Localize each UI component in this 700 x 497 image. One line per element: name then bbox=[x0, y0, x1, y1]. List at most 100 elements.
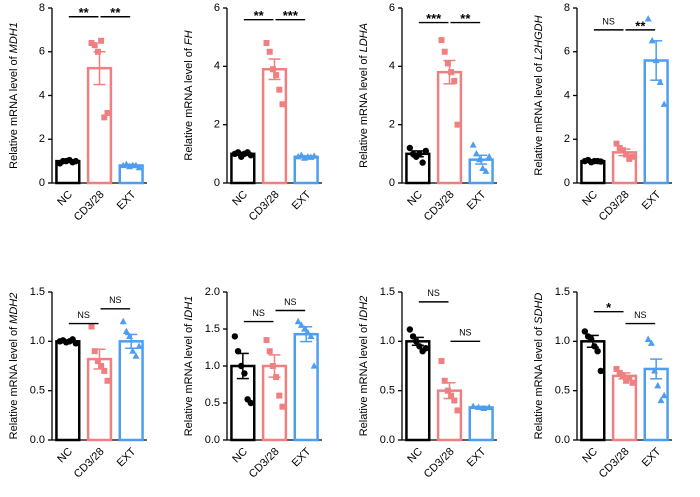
y-tick-label: 0 bbox=[214, 177, 220, 189]
bar bbox=[293, 332, 319, 442]
data-point bbox=[416, 343, 423, 350]
significance-label: NS bbox=[634, 310, 647, 320]
data-point bbox=[301, 325, 309, 332]
data-point bbox=[591, 343, 598, 350]
x-tick-label: CD3/28 bbox=[247, 189, 282, 224]
x-tick-label: CD3/28 bbox=[247, 446, 282, 481]
data-point bbox=[122, 327, 130, 335]
data-point bbox=[132, 352, 140, 359]
significance-label: ** bbox=[460, 11, 471, 26]
y-tick-label: 1.0 bbox=[30, 335, 45, 347]
y-axis-label-text: Relative mRNA level of bbox=[8, 55, 20, 168]
bar bbox=[86, 66, 113, 185]
data-point bbox=[472, 150, 480, 157]
y-axis-gene: MDH1 bbox=[8, 22, 20, 53]
data-point bbox=[98, 37, 105, 44]
data-point bbox=[419, 159, 426, 166]
data-point bbox=[656, 78, 664, 85]
y-tick-label: 1.5 bbox=[30, 286, 45, 298]
y-axis-label: Relative mRNA level of L2HGDH bbox=[533, 15, 545, 175]
data-point bbox=[654, 381, 662, 389]
y-tick-label: 1.5 bbox=[205, 323, 220, 335]
y-tick-label: 1.0 bbox=[555, 335, 570, 347]
data-point bbox=[406, 326, 414, 333]
panel: Relative mRNA level of IDH2 0.0 0.5 1.0 1.5 NC… bbox=[358, 286, 497, 481]
y-tick-label: 2 bbox=[564, 133, 570, 145]
data-point bbox=[132, 161, 140, 169]
y-tick-label: 6 bbox=[39, 46, 45, 58]
data-point bbox=[441, 377, 448, 384]
data-point bbox=[626, 155, 633, 162]
data-point bbox=[416, 150, 423, 158]
bar bbox=[55, 340, 81, 442]
data-point bbox=[485, 403, 493, 411]
significance-label: NS bbox=[77, 310, 90, 320]
data-point bbox=[454, 121, 461, 128]
significance-label: NS bbox=[602, 16, 615, 26]
data-point bbox=[454, 407, 461, 414]
data-point bbox=[266, 48, 273, 55]
data-point bbox=[269, 363, 276, 369]
data-point bbox=[594, 348, 601, 355]
y-tick-label: 8 bbox=[564, 2, 570, 14]
bar bbox=[118, 340, 144, 442]
data-point bbox=[422, 345, 430, 352]
y-tick-label: 6 bbox=[564, 46, 570, 58]
significance-label: NS bbox=[284, 297, 297, 307]
data-point bbox=[623, 151, 630, 158]
data-point bbox=[101, 367, 108, 374]
y-axis-label-text: Relative mRNA level of bbox=[358, 54, 370, 167]
data-point bbox=[307, 332, 315, 339]
y-tick-label: 0.5 bbox=[555, 385, 570, 397]
data-point bbox=[135, 342, 143, 349]
data-point bbox=[241, 370, 248, 377]
bar bbox=[86, 357, 113, 442]
y-axis-label: Relative mRNA level of SDHD bbox=[533, 293, 545, 440]
data-point bbox=[310, 362, 318, 369]
data-point bbox=[273, 374, 280, 381]
y-tick-label: 0 bbox=[39, 177, 45, 189]
data-point bbox=[406, 144, 414, 152]
y-tick-label: 0.0 bbox=[380, 434, 395, 446]
y-axis-label: Relative mRNA level of IDH1 bbox=[183, 296, 195, 437]
x-tick-label: EXT bbox=[465, 446, 489, 470]
y-tick-label: 0.5 bbox=[205, 397, 220, 409]
x-tick-label: NC bbox=[580, 189, 600, 209]
data-point bbox=[263, 40, 270, 46]
x-tick-label: CD3/28 bbox=[422, 446, 457, 481]
data-point bbox=[413, 338, 420, 345]
y-axis-gene: SDHD bbox=[533, 293, 545, 324]
y-axis-label: Relative mRNA level of MDH1 bbox=[8, 22, 20, 169]
panel: Relative mRNA level of IDH1 0.0 0.5 1.0 1.5 2.… bbox=[183, 286, 322, 481]
data-point bbox=[660, 391, 668, 399]
data-point bbox=[597, 367, 605, 375]
data-point bbox=[438, 37, 445, 44]
x-tick-label: EXT bbox=[115, 446, 139, 470]
significance-label: ** bbox=[635, 18, 646, 33]
y-tick-label: 0.5 bbox=[30, 385, 45, 397]
data-point bbox=[613, 365, 620, 372]
data-point bbox=[448, 69, 455, 76]
x-tick-label: EXT bbox=[465, 189, 489, 213]
data-point bbox=[613, 140, 620, 147]
y-tick-label: 0.0 bbox=[555, 434, 570, 446]
y-axis-label-text: Relative mRNA level of bbox=[533, 62, 545, 175]
data-point bbox=[247, 152, 255, 159]
data-point bbox=[444, 387, 451, 394]
y-axis-label: Relative mRNA level of IDH2 bbox=[358, 296, 370, 437]
data-point bbox=[652, 56, 660, 64]
y-tick-label: 8 bbox=[39, 2, 45, 14]
y-tick-label: 4 bbox=[214, 60, 220, 72]
y-tick-label: 0.0 bbox=[30, 434, 45, 446]
data-point bbox=[294, 317, 302, 325]
y-tick-label: 2 bbox=[214, 119, 220, 131]
significance-label: NS bbox=[427, 288, 440, 298]
x-tick-label: CD3/28 bbox=[422, 189, 457, 224]
data-point bbox=[626, 374, 633, 381]
data-point bbox=[119, 317, 127, 325]
data-point bbox=[581, 328, 589, 335]
data-point bbox=[231, 333, 239, 340]
x-tick-label: NC bbox=[230, 189, 250, 209]
data-point bbox=[629, 379, 636, 386]
y-axis-gene: IDH1 bbox=[183, 296, 195, 321]
